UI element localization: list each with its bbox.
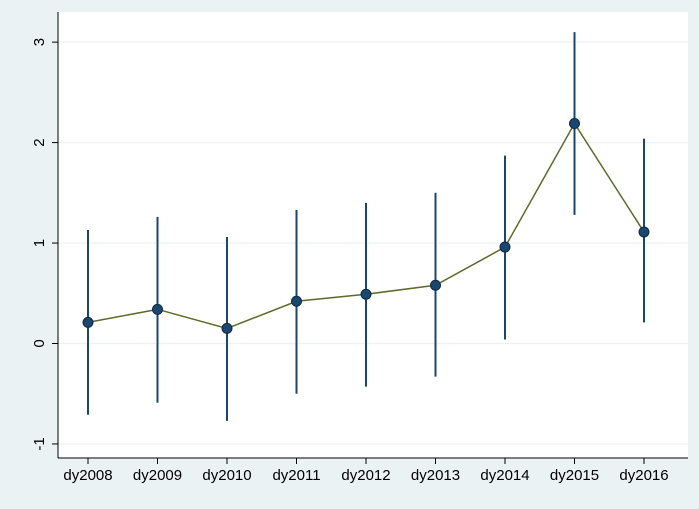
y-tick-label: 1 [31, 239, 48, 247]
x-tick-label: dy2016 [619, 467, 668, 484]
y-tick-label: 0 [31, 339, 48, 347]
point [152, 303, 163, 315]
point [82, 316, 94, 328]
x-tick-label: dy2010 [202, 467, 251, 484]
point [638, 226, 650, 238]
x-tick-label: dy2011 [272, 467, 320, 484]
point [499, 241, 511, 253]
y-tick-label: 2 [31, 138, 48, 146]
x-tick-label: dy2015 [550, 467, 599, 484]
plot-area [58, 12, 688, 458]
point [221, 322, 233, 334]
point [430, 279, 441, 291]
point [360, 288, 372, 300]
x-tick-label: dy2013 [411, 467, 460, 484]
x-tick-label: dy2014 [480, 467, 529, 484]
point [569, 118, 580, 129]
y-tick-label: 3 [31, 38, 48, 46]
x-tick-label: dy2009 [133, 467, 182, 484]
x-tick-label: dy2008 [63, 467, 112, 484]
point [291, 295, 302, 307]
y-tick-label: -1 [31, 437, 48, 450]
x-tick-label: dy2012 [341, 467, 390, 484]
